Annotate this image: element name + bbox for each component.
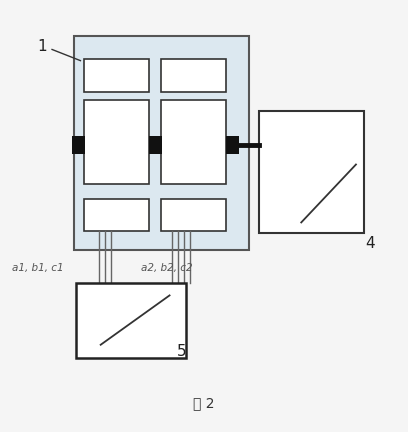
Bar — [76, 283, 186, 358]
Bar — [84, 100, 149, 184]
Text: a1, b1, c1: a1, b1, c1 — [11, 263, 63, 273]
Text: 4: 4 — [365, 236, 375, 251]
Bar — [162, 100, 226, 184]
Bar — [162, 199, 226, 231]
Bar — [84, 199, 149, 231]
Text: 图 2: 图 2 — [193, 396, 215, 410]
Bar — [259, 111, 364, 233]
Text: 1: 1 — [37, 39, 47, 54]
Bar — [72, 136, 85, 154]
Bar — [226, 136, 239, 154]
Bar — [149, 136, 162, 154]
Bar — [84, 59, 149, 92]
Bar — [74, 36, 248, 250]
Text: 5: 5 — [177, 344, 186, 359]
Bar — [162, 59, 226, 92]
Text: a2, b2, c2: a2, b2, c2 — [141, 263, 193, 273]
